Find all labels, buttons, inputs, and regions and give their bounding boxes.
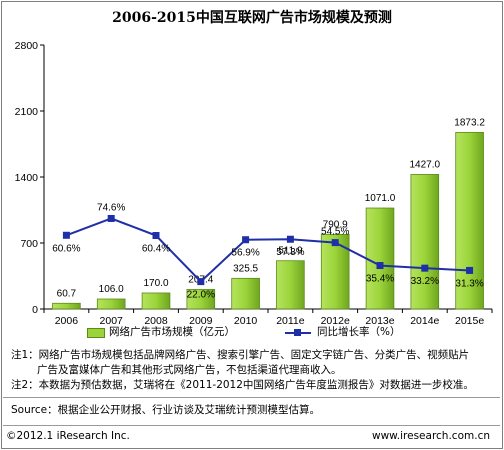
growth-rate-label: 54.5% [321, 227, 349, 238]
growth-rate-label: 33.2% [411, 276, 439, 287]
bar [231, 277, 260, 310]
x-tick-label: 2015e [455, 315, 484, 327]
legend-bar-swatch [87, 328, 105, 338]
y-tick-label: 700 [20, 238, 38, 250]
growth-rate-marker [197, 278, 205, 286]
legend-label-growth-rate: 同比增长率（%） [317, 326, 401, 338]
bar-value-label: 60.7 [57, 288, 77, 299]
legend: 网络广告市场规模（亿元） 同比增长率（%） [0, 324, 504, 342]
growth-rate-marker [331, 239, 339, 247]
growth-rate-label: 60.4% [142, 244, 170, 255]
x-tick-label: 2009 [189, 315, 213, 327]
bar [96, 298, 126, 310]
x-tick-label: 2014e [410, 315, 439, 327]
growth-rate-marker [242, 236, 250, 244]
x-tick-label: 2013e [365, 315, 394, 327]
bar-value-label: 1873.2 [454, 117, 485, 128]
x-tick-label: 2006 [55, 315, 79, 327]
bar-value-label: 511.9 [278, 246, 303, 257]
growth-rate-marker [107, 214, 115, 222]
note-2: 注2：本数据为预估数据，艾瑞将在《2011-2012中国网络广告年度监测报告》对… [11, 379, 474, 391]
growth-rate-marker [286, 235, 294, 243]
copyright-text: ©2012.1 iResearch Inc. [6, 430, 130, 442]
y-tick-label: 2800 [15, 40, 39, 52]
legend-item-market-size: 网络广告市场规模（亿元） [87, 324, 235, 339]
bar [410, 174, 440, 310]
bar [52, 302, 81, 310]
bar [276, 260, 305, 310]
bar-value-label: 790.9 [323, 219, 348, 230]
growth-rate-label: 35.4% [366, 274, 394, 285]
website-text: www.iresearch.com.cn [371, 430, 490, 442]
x-tick-label: 2012e [321, 315, 350, 327]
growth-rate-marker [376, 262, 384, 270]
bar [141, 292, 171, 310]
growth-rate-marker [152, 232, 160, 240]
legend-label-market-size: 网络广告市场规模（亿元） [109, 326, 235, 338]
growth-rate-label: 56.9% [231, 248, 259, 259]
growth-rate-label: 74.6% [97, 202, 125, 213]
growth-rate-marker [466, 266, 474, 274]
growth-rate-marker [421, 264, 429, 272]
x-tick-label: 2008 [144, 315, 168, 327]
growth-rate-label: 57.3% [276, 247, 304, 258]
bar-value-label: 325.5 [233, 263, 258, 274]
bar [365, 207, 395, 310]
growth-rate-label: 22.0% [187, 290, 215, 301]
bar-value-label: 1427.0 [410, 159, 441, 170]
note-1-line-1: 注1：网络广告市场规模包括品牌网络广告、搜索引擎广告、固定文字链广告、分类广告、… [11, 349, 470, 361]
note-1-line-2: 广告及富媒体广告和其他形式网络广告，不包括渠道代理商收入。 [37, 364, 342, 376]
bar-value-label: 1071.0 [365, 193, 396, 204]
growth-rate-marker [62, 231, 70, 239]
legend-item-growth-rate: 同比增长率（%） [285, 324, 400, 339]
notes: 注1：网络广告市场规模包括品牌网络广告、搜索引擎广告、固定文字链广告、分类广告、… [11, 348, 495, 393]
chart-title: 2006-2015中国互联网广告市场规模及预测 [112, 10, 392, 26]
y-tick-label: 1400 [15, 172, 39, 184]
growth-rate-label: 60.6% [52, 243, 80, 254]
y-tick-label: 0 [32, 304, 38, 316]
legend-square-marker [294, 329, 301, 336]
growth-rate-label: 31.3% [455, 278, 483, 289]
bar [455, 131, 484, 310]
source-text: Source：根据企业公开财报、行业访谈及艾瑞统计预测模型估算。 [11, 404, 321, 416]
y-tick-label: 2100 [15, 106, 39, 118]
bar-value-label: 106.0 [99, 284, 124, 295]
x-tick-label: 2011e [276, 315, 305, 327]
divider [3, 425, 500, 426]
divider [3, 397, 500, 398]
x-tick-label: 2010 [234, 315, 258, 327]
combo-chart: 0 700 1400 2100 2800 2006 2007 2008 2009 2010 2011… [15, 40, 493, 327]
bar-value-label: 170.0 [143, 278, 168, 289]
x-tick-label: 2007 [100, 315, 124, 327]
bar [186, 289, 216, 310]
growth-rate-line [66, 217, 470, 284]
